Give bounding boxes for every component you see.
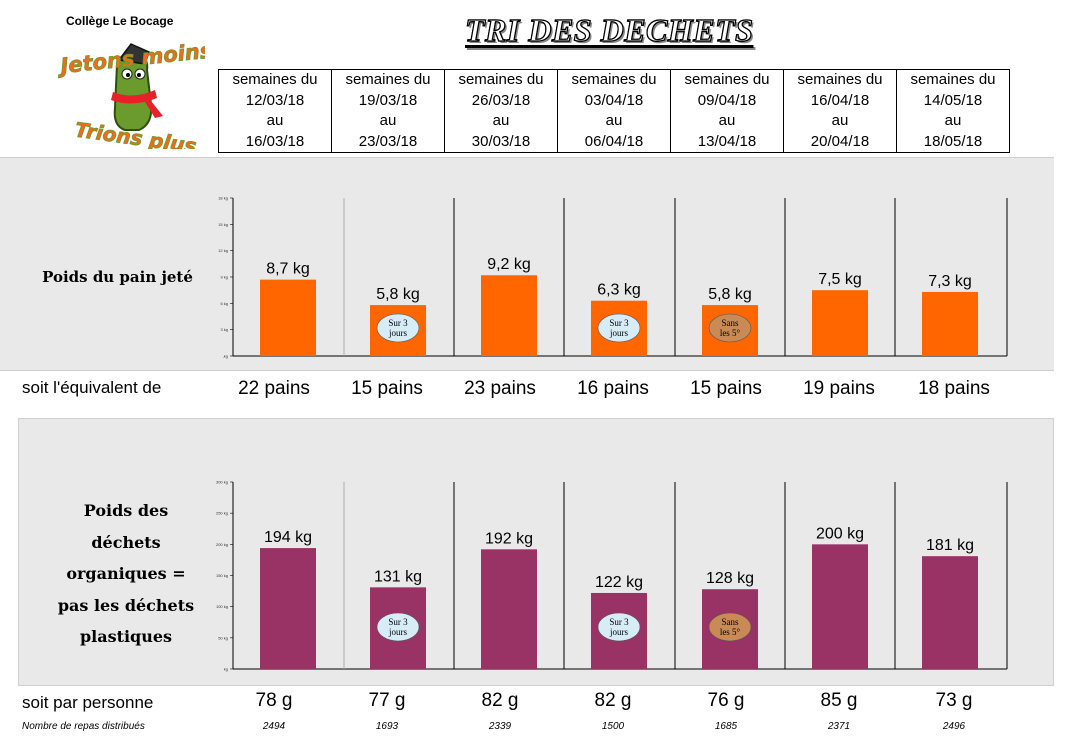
per-person-value: 85 g [820, 690, 858, 711]
meals-value: 2494 [262, 721, 286, 732]
equiv-value: 16 pains [577, 378, 649, 399]
bar-note-text: jours [609, 328, 628, 338]
bar-value-label: 7,3 kg [928, 273, 972, 290]
meals-value: 2371 [827, 721, 851, 732]
week-cell: semaines du 03/04/18 au 06/04/18 [557, 69, 671, 153]
bar [481, 549, 537, 669]
y-tick-label: 150 kg [216, 573, 228, 578]
bar [812, 290, 868, 356]
bar-note-text: Sur 3 [388, 318, 408, 328]
meals-value: 2339 [488, 721, 512, 732]
equivalent-label: soit l'équivalent de [22, 378, 162, 397]
y-tick-label: 50 kg [218, 635, 228, 640]
per-person-label: soit par personne [22, 693, 154, 712]
bar-note-text: les 5° [720, 627, 741, 637]
bar [812, 544, 868, 669]
per-person-value: 82 g [481, 690, 519, 711]
page-title: TRI DES DECHETS [464, 11, 754, 48]
bar-value-label: 181 kg [926, 537, 974, 554]
per-person-value: 76 g [707, 690, 745, 711]
equiv-value: 19 pains [803, 378, 875, 399]
per-person-value: 73 g [935, 690, 973, 711]
bar-value-label: 5,8 kg [708, 286, 752, 303]
y-tick-label: 12 kg [218, 248, 228, 253]
bar-note-text: jours [609, 627, 628, 637]
meals-value: 1685 [714, 721, 738, 732]
bar-value-label: 6,3 kg [597, 282, 641, 299]
bar-note-badge [376, 313, 420, 343]
y-tick-label: 9 kg [220, 275, 228, 280]
bar [260, 279, 316, 356]
bar-note-text: jours [388, 328, 407, 338]
bar-value-label: 131 kg [374, 568, 422, 585]
bar [922, 556, 978, 669]
bar-value-label: 9,2 kg [487, 256, 531, 273]
meals-value: 2496 [942, 721, 966, 732]
bar-note-badge [597, 313, 641, 343]
y-tick-label: 100 kg [216, 604, 228, 609]
bar-note-badge [597, 612, 641, 642]
y-tick-label: 200 kg [216, 542, 228, 547]
week-cell: semaines du 16/04/18 au 20/04/18 [783, 69, 897, 153]
week-cell: semaines du 26/03/18 au 30/03/18 [444, 69, 558, 153]
equiv-value: 15 pains [351, 378, 423, 399]
bar-note-text: Sur 3 [609, 617, 629, 627]
bar-note-text: Sans [721, 617, 739, 627]
meals-value: 1500 [601, 721, 625, 732]
bar-value-label: 192 kg [485, 530, 533, 547]
bar [922, 291, 978, 356]
y-tick-label: 250 kg [216, 511, 228, 516]
bar [481, 275, 537, 356]
per-person-value: 78 g [255, 690, 293, 711]
y-tick-label: ,kg [223, 354, 228, 359]
y-tick-label: 6 kg [220, 301, 228, 306]
equiv-value: 22 pains [238, 378, 310, 399]
weeks-table: semaines du 12/03/18 au 16/03/18 semaines d… [218, 69, 1010, 153]
y-tick-label: 18 kg [218, 196, 228, 201]
bar-value-label: 122 kg [595, 574, 643, 591]
bar-note-badge [708, 612, 752, 642]
y-tick-label: 15 kg [218, 222, 228, 227]
organic-weight-label: Poids des déchets organiques = pas les d… [57, 501, 195, 646]
per-person-value: 82 g [594, 690, 632, 711]
y-tick-label: 3 kg [220, 327, 228, 332]
bar-note-text: jours [388, 627, 407, 637]
bar-value-label: 8,7 kg [266, 261, 310, 278]
equiv-value: 18 pains [918, 378, 990, 399]
bar-value-label: 5,8 kg [376, 286, 420, 303]
meals-value: 1693 [375, 721, 399, 732]
mascot-logo-icon: Jetons moins Trions plus [55, 38, 205, 149]
equiv-value: 15 pains [690, 378, 762, 399]
week-cell: semaines du 14/05/18 au 18/05/18 [896, 69, 1010, 153]
week-cell: semaines du 09/04/18 au 13/04/18 [670, 69, 784, 153]
bar-note-text: les 5° [720, 328, 741, 338]
week-cell: semaines du 12/03/18 au 16/03/18 [218, 69, 332, 153]
meals-label: Nombre de repas distribués [22, 721, 145, 732]
school-name: Collège Le Bocage [66, 14, 174, 28]
bar-value-label: 194 kg [264, 529, 312, 546]
bar-note-badge [376, 612, 420, 642]
equiv-value: 23 pains [464, 378, 536, 399]
bar-value-label: 128 kg [706, 570, 754, 587]
bar [260, 548, 316, 669]
bar-note-badge [708, 313, 752, 343]
y-tick-label: kg [224, 667, 228, 672]
bar-note-text: Sur 3 [609, 318, 629, 328]
bar-value-label: 200 kg [816, 525, 864, 542]
y-tick-label: 300 kg [216, 480, 228, 485]
bar-note-text: Sans [721, 318, 739, 328]
week-cell: semaines du 19/03/18 au 23/03/18 [331, 69, 445, 153]
per-person-value: 77 g [368, 690, 406, 711]
bread-weight-label: Poids du pain jeté [42, 268, 193, 286]
bar-note-text: Sur 3 [388, 617, 408, 627]
bar-value-label: 7,5 kg [818, 271, 862, 288]
weeks-row: semaines du 12/03/18 au 16/03/18 semaines d… [218, 69, 1010, 153]
